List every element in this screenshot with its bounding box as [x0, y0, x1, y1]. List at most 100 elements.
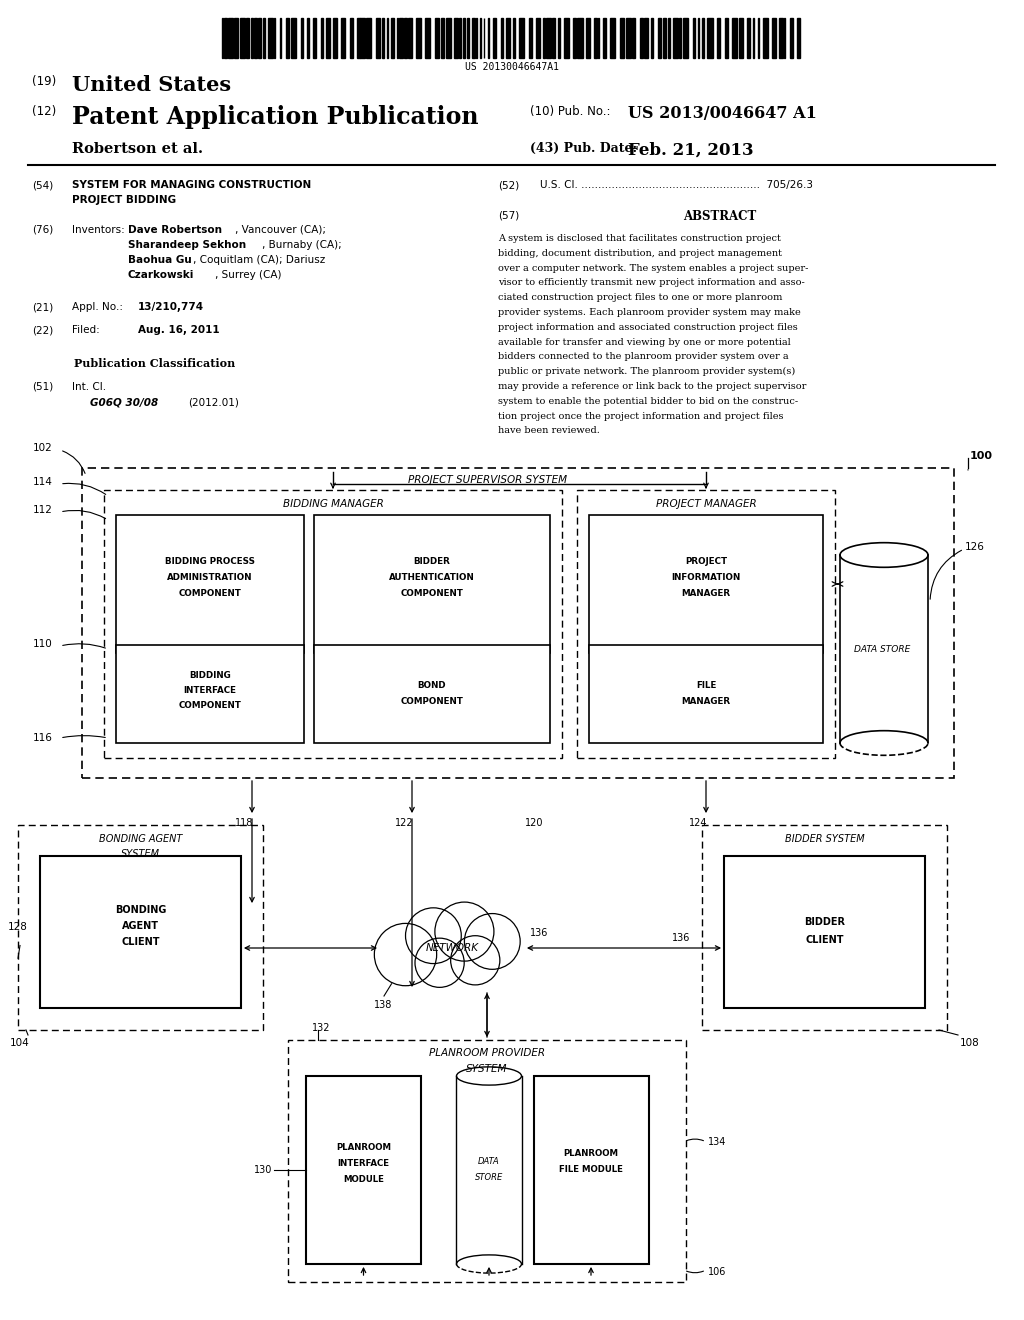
Bar — [663, 18, 666, 58]
Text: FILE MODULE: FILE MODULE — [559, 1166, 623, 1175]
Text: DATA: DATA — [478, 1158, 500, 1167]
Text: PROJECT: PROJECT — [685, 557, 727, 566]
Text: BIDDER: BIDDER — [414, 557, 451, 566]
Bar — [589, 645, 823, 743]
Text: BIDDER: BIDDER — [804, 917, 845, 927]
Text: SYSTEM: SYSTEM — [466, 1064, 508, 1074]
Text: project information and associated construction project files: project information and associated const… — [498, 323, 798, 331]
Text: 126: 126 — [965, 543, 985, 552]
Bar — [472, 18, 475, 58]
Text: public or private network. The planroom provider system(s): public or private network. The planroom … — [498, 367, 796, 376]
Text: ADMINISTRATION: ADMINISTRATION — [167, 573, 253, 582]
Text: (76): (76) — [32, 224, 53, 235]
Text: (12): (12) — [32, 106, 56, 117]
Text: U.S. Cl. .....................................................  705/26.3: U.S. Cl. ...............................… — [540, 180, 813, 190]
Bar — [326, 18, 330, 58]
Bar — [457, 1076, 521, 1265]
Bar — [537, 18, 541, 58]
Bar — [460, 18, 461, 58]
Bar — [463, 18, 465, 58]
Text: G06Q 30/08: G06Q 30/08 — [90, 399, 159, 408]
Text: PROJECT BIDDING: PROJECT BIDDING — [72, 195, 176, 205]
Text: (52): (52) — [498, 180, 519, 190]
Text: COMPONENT: COMPONENT — [400, 697, 464, 706]
Bar — [513, 18, 515, 58]
Bar — [603, 18, 605, 58]
Bar — [425, 18, 430, 58]
Bar — [746, 18, 750, 58]
Text: 100: 100 — [970, 451, 993, 461]
Text: CLIENT: CLIENT — [805, 935, 844, 945]
Bar — [658, 18, 660, 58]
Text: ABSTRACT: ABSTRACT — [683, 210, 757, 223]
Text: US 20130046647A1: US 20130046647A1 — [465, 62, 559, 73]
Text: Inventors:: Inventors: — [72, 224, 125, 235]
Bar — [683, 18, 688, 58]
Bar — [698, 18, 699, 58]
Text: AGENT: AGENT — [122, 921, 159, 931]
Text: , Surrey (CA): , Surrey (CA) — [215, 271, 282, 280]
Text: 128: 128 — [8, 923, 28, 932]
Text: INTERFACE: INTERFACE — [338, 1159, 389, 1168]
Bar — [479, 18, 481, 58]
Bar — [668, 18, 670, 58]
Text: may provide a reference or link back to the project supervisor: may provide a reference or link back to … — [498, 381, 806, 391]
Bar — [529, 18, 532, 58]
Bar — [18, 825, 263, 1030]
Bar — [644, 18, 647, 58]
Bar — [632, 18, 635, 58]
Bar — [784, 18, 785, 58]
Text: BONDING: BONDING — [115, 906, 166, 915]
Text: 134: 134 — [708, 1137, 726, 1147]
Bar — [779, 18, 783, 58]
Bar — [286, 18, 290, 58]
Text: A system is disclosed that facilitates construction project: A system is disclosed that facilitates c… — [498, 234, 781, 243]
Text: Patent Application Publication: Patent Application Publication — [72, 106, 478, 129]
Circle shape — [375, 924, 436, 986]
Text: COMPONENT: COMPONENT — [178, 701, 242, 710]
Bar — [701, 18, 705, 58]
Bar — [594, 18, 597, 58]
Bar — [116, 645, 304, 743]
Bar — [455, 18, 459, 58]
Text: 120: 120 — [524, 818, 544, 828]
Bar — [341, 18, 345, 58]
Bar — [357, 18, 359, 58]
Bar — [360, 18, 365, 58]
Text: (57): (57) — [498, 210, 519, 220]
Text: 110: 110 — [33, 639, 53, 649]
Text: STORE: STORE — [475, 1173, 503, 1183]
Bar — [82, 469, 954, 777]
Bar — [552, 18, 555, 58]
Bar — [732, 18, 736, 58]
Text: bidding, document distribution, and project management: bidding, document distribution, and proj… — [498, 248, 782, 257]
Text: MODULE: MODULE — [343, 1176, 384, 1184]
Bar — [104, 490, 562, 758]
Bar — [476, 18, 477, 58]
Bar — [376, 18, 380, 58]
Ellipse shape — [840, 543, 928, 568]
Bar — [753, 18, 755, 58]
Text: BIDDING MANAGER: BIDDING MANAGER — [283, 499, 383, 510]
Circle shape — [415, 939, 464, 987]
Text: United States: United States — [72, 75, 231, 95]
Bar — [251, 18, 253, 58]
Text: INTERFACE: INTERFACE — [183, 686, 237, 696]
Bar — [563, 18, 568, 58]
Bar — [267, 18, 272, 58]
Bar — [621, 18, 624, 58]
Bar — [382, 18, 384, 58]
Text: ciated construction project files to one or more planroom: ciated construction project files to one… — [498, 293, 782, 302]
Text: Int. Cl.: Int. Cl. — [72, 381, 106, 392]
Bar — [40, 855, 241, 1008]
Text: (21): (21) — [32, 302, 53, 312]
Bar — [546, 18, 551, 58]
Text: MANAGER: MANAGER — [681, 697, 730, 706]
Bar — [467, 18, 469, 58]
Bar — [589, 515, 823, 653]
Bar — [673, 18, 678, 58]
Bar — [708, 18, 713, 58]
Bar — [578, 18, 583, 58]
Circle shape — [451, 936, 500, 985]
Bar — [772, 18, 776, 58]
